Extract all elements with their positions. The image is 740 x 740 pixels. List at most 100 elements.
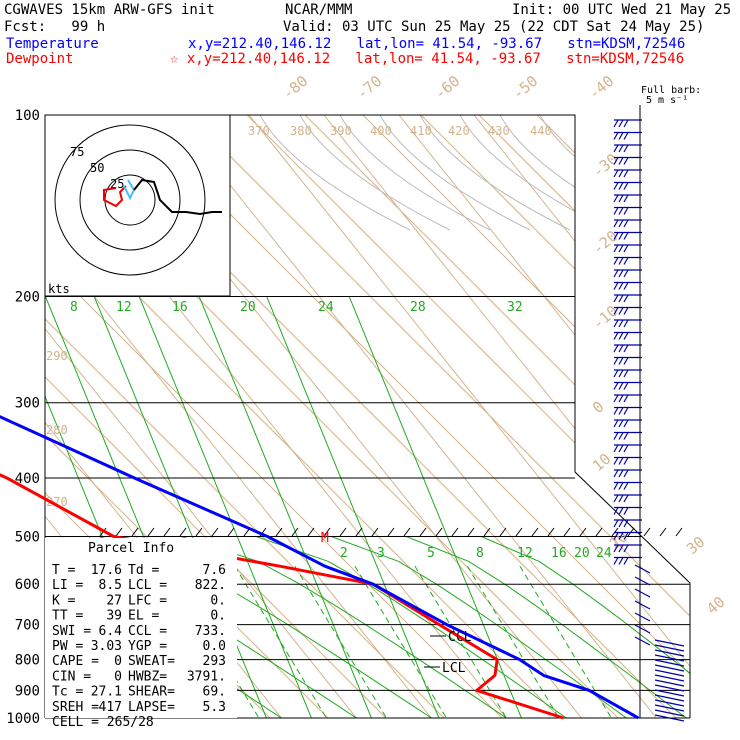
wind-barb-flag (623, 157, 629, 165)
wind-barb-flag (618, 282, 624, 290)
wind-barb-flag (613, 482, 619, 490)
wind-barb-shaft (654, 664, 685, 672)
wind-barb-flag (623, 294, 629, 303)
parcel-info-value: 0. (210, 593, 226, 608)
parcel-info-row: CELL = 265/28 (52, 715, 154, 730)
wind-barb-flag (618, 132, 624, 140)
wind-barb-flag (623, 244, 629, 253)
wind-barb-flag (613, 544, 619, 553)
isotherm-label: 10 (589, 450, 614, 475)
wind-barb-flag (618, 307, 624, 315)
wind-barb-flag (623, 432, 629, 440)
mixing-ratio-line (138, 296, 312, 718)
wind-barb-shaft (654, 679, 685, 687)
wind-barb-flag (623, 507, 629, 515)
pressure-label: 300 (15, 396, 40, 412)
wind-barb-flag (618, 407, 624, 415)
wind-barb-flag (613, 469, 619, 478)
wind-barb-flag (618, 394, 624, 403)
isotherm-label: -50 (509, 72, 541, 103)
parcel-info-value: 17.6 (91, 563, 122, 578)
wind-barb-shaft (654, 699, 685, 707)
wind-barb-flag (623, 357, 629, 365)
wind-barb-flag (618, 232, 624, 240)
wind-barb-flag (613, 194, 619, 203)
wind-barb-flag (623, 494, 629, 503)
wind-barb-flag (623, 307, 629, 315)
wind-barb-shaft (654, 649, 685, 657)
hatch-mark (467, 527, 475, 537)
mixing-ratio-line (93, 296, 267, 718)
wind-barb-flag (623, 282, 629, 290)
wind-barb-flag (618, 557, 624, 565)
hatch-mark (643, 527, 651, 537)
dry-adiabat-line (45, 115, 520, 718)
parcel-info-value: 0 (114, 654, 122, 669)
dewpoint-legend: Dewpoint (6, 51, 74, 67)
parcel-info-key: SREH = (52, 700, 99, 715)
isotherm-line (173, 115, 657, 718)
wind-barb-flag (618, 344, 624, 353)
wind-barb-flag (613, 344, 619, 353)
wind-barb-flag (613, 407, 619, 415)
mixing-ratio-label: 20 (574, 546, 590, 561)
isentrope-curve (259, 115, 411, 231)
wind-barb-flag (613, 507, 619, 515)
wind-barb-flag (613, 444, 619, 453)
hatch-mark (403, 527, 411, 537)
parcel-info-key: Tc = (52, 685, 83, 700)
parcel-info-key: LAPSE= (128, 700, 175, 715)
mixing-ratio-label: 28 (410, 300, 426, 315)
wind-barb-flag (618, 532, 624, 540)
wind-barb-flag (613, 357, 619, 365)
wind-barb-flag (613, 119, 619, 128)
wind-barb-flag (618, 207, 624, 215)
wind-barb-flag (623, 532, 629, 540)
moist-adiabat-line (181, 536, 507, 718)
wind-barb-flag (623, 319, 629, 328)
mixing-ratio-label: 2 (340, 546, 348, 561)
wind-barb-flag (618, 382, 624, 390)
hatch-mark (211, 527, 219, 537)
wind-barb-flag (618, 194, 624, 203)
isotherm-label: 0 (589, 397, 607, 417)
wind-barb-shaft (654, 654, 685, 662)
org-label: NCAR/MMM (285, 2, 353, 18)
hatch-mark (179, 527, 187, 537)
wind-barb-flag (613, 419, 619, 428)
mixing-ratio-label: 12 (517, 546, 533, 561)
wind-barb-flag (618, 419, 624, 428)
isotherm-label: 40 (703, 593, 728, 618)
parcel-info-key: TT = (52, 609, 83, 624)
parcel-info-key: SHEAR= (128, 685, 175, 700)
hatch-mark (451, 527, 459, 537)
theta-label: 410 (410, 124, 432, 138)
parcel-info-key: LFC = (128, 593, 167, 608)
wind-barb-flag (623, 407, 629, 415)
wind-barb-flag (623, 382, 629, 390)
pressure-label: 1000 (6, 711, 40, 727)
isotherm-label: -80 (279, 72, 311, 103)
wind-barb-flag (613, 369, 619, 378)
forecast-hour: Fcst: 99 h (4, 19, 106, 35)
wind-barb-flag (613, 432, 619, 440)
wind-barb-flag (613, 144, 619, 153)
parcel-info-key: CAPE = (52, 654, 99, 669)
parcel-info-value: 733. (195, 624, 226, 639)
wind-barb-flag (623, 132, 629, 140)
wind-barb-flag (623, 369, 629, 378)
wind-barb-shaft (634, 588, 651, 598)
wind-barb-flag (618, 369, 624, 378)
wind-barb-flag (618, 269, 624, 278)
mixing-ratio-label: 32 (507, 300, 523, 315)
wind-barb-shaft (654, 669, 685, 677)
hatch-mark (131, 527, 139, 537)
hodograph-ring (79, 149, 181, 251)
wind-barb-flag (613, 157, 619, 165)
isotherm-line (45, 115, 432, 718)
wind-barb-flag (618, 494, 624, 503)
wind-barb-flag (618, 482, 624, 490)
wind-barb-shaft (654, 709, 685, 717)
hatch-mark (419, 527, 427, 537)
